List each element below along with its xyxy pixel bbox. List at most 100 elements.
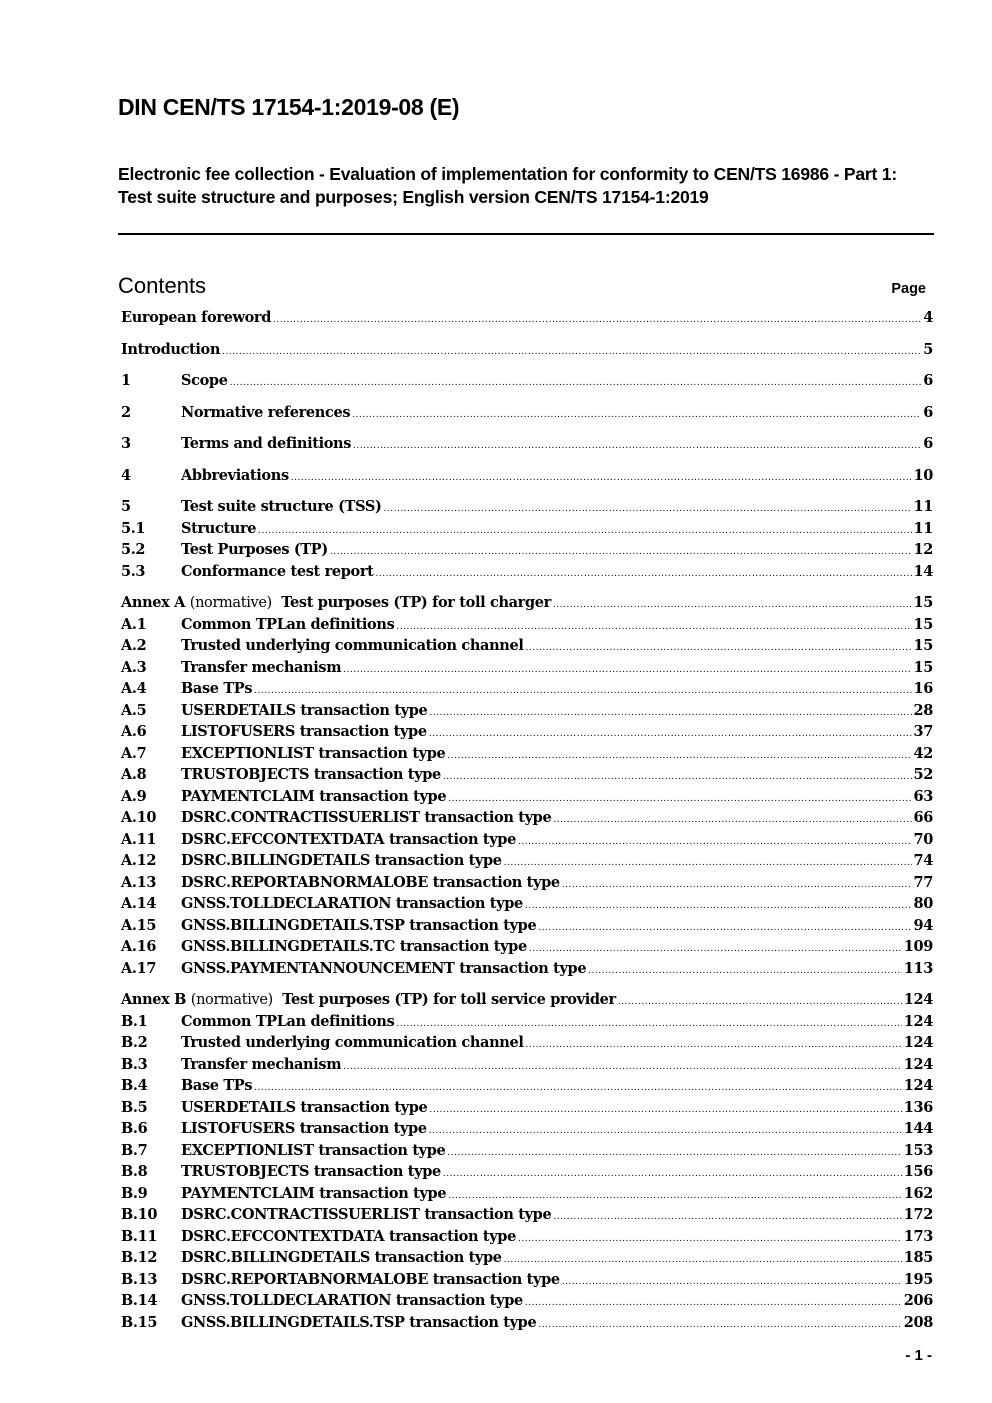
toc-entry-page: 10: [913, 466, 934, 484]
toc-entry[interactable]: 5.3 Conformance test report 14: [121, 561, 933, 583]
toc-entry[interactable]: Annex B (normative) Test purposes (TP) f…: [121, 989, 933, 1011]
toc-entry-title: Common TPLan definitions: [181, 615, 395, 633]
toc-entry-page: 172: [903, 1206, 934, 1223]
toc-entry-title: Base TPs: [181, 680, 253, 697]
title-divider: [118, 233, 934, 235]
toc-entry[interactable]: B.13 DSRC.REPORTABNORMALOBE transaction t…: [121, 1269, 933, 1291]
toc-entry-page: 124: [903, 1034, 934, 1051]
toc-entry[interactable]: B.7 EXCEPTIONLIST transaction type 153: [121, 1140, 933, 1162]
toc-entry[interactable]: 2 Normative references 6: [121, 402, 933, 424]
toc-entry[interactable]: B.12 DSRC.BILLINGDETAILS transaction type…: [121, 1247, 933, 1269]
toc-entry[interactable]: A.3 Transfer mechanism 15: [121, 657, 933, 679]
toc-entry-number: A.10: [121, 809, 157, 826]
toc-entry-title: Test suite structure (TSS): [181, 498, 382, 515]
toc-entry-page: 5: [923, 340, 933, 358]
dot-leader: [330, 542, 912, 564]
toc-entry-page: 11: [913, 498, 934, 515]
toc-entry[interactable]: B.15 GNSS.BILLINGDETAILS.TSP transaction …: [121, 1312, 933, 1334]
toc-entry[interactable]: 1 Scope 6: [121, 370, 933, 392]
toc-entry[interactable]: B.6 LISTOFUSERS transaction type 144: [121, 1118, 933, 1140]
toc-entry-title: EXCEPTIONLIST transaction type: [181, 1141, 446, 1159]
toc-entry[interactable]: A.15 GNSS.BILLINGDETAILS.TSP transaction …: [121, 915, 933, 937]
toc-entry[interactable]: A.17 GNSS.PAYMENTANNOUNCEMENT transaction…: [121, 958, 933, 980]
toc-entry[interactable]: 5.2 Test Purposes (TP) 12: [121, 539, 933, 561]
annex-label: Annex B: [121, 991, 187, 1008]
toc-entry[interactable]: European foreword 4: [121, 307, 933, 329]
toc-entry[interactable]: B.5 USERDETAILS transaction type 136: [121, 1097, 933, 1119]
toc-entry[interactable]: B.9 PAYMENTCLAIM transaction type 162: [121, 1183, 933, 1205]
toc-entry[interactable]: 5.1 Structure 11: [121, 518, 933, 540]
toc-entry-number: B.12: [121, 1249, 158, 1266]
toc-entry-title: TRUSTOBJECTS transaction type: [181, 766, 441, 783]
dot-leader: [526, 1035, 902, 1057]
toc-entry[interactable]: B.4 Base TPs 124: [121, 1075, 933, 1097]
toc-entry[interactable]: Introduction 5: [121, 339, 933, 361]
toc-entry[interactable]: 5 Test suite structure (TSS) 11: [121, 496, 933, 518]
dot-leader: [384, 499, 912, 521]
toc-entry[interactable]: A.16 GNSS.BILLINGDETAILS.TC transaction t…: [121, 936, 933, 958]
contents-heading: Contents: [118, 273, 207, 298]
dot-leader: [553, 1207, 901, 1229]
toc-entry-page: 173: [903, 1227, 934, 1245]
toc-entry-number: B.1: [121, 1012, 148, 1030]
toc-entry[interactable]: B.10 DSRC.CONTRACTISSUERLIST transaction …: [121, 1204, 933, 1226]
toc-entry-page: 124: [903, 1012, 934, 1030]
toc-entry[interactable]: A.8 TRUSTOBJECTS transaction type 52: [121, 764, 933, 786]
toc-entry[interactable]: A.14 GNSS.TOLLDECLARATION transaction typ…: [121, 893, 933, 915]
toc-entry-page: 37: [913, 723, 934, 740]
toc-entry[interactable]: A.9 PAYMENTCLAIM transaction type 63: [121, 786, 933, 808]
toc-entry-title: DSRC.CONTRACTISSUERLIST transaction type: [181, 809, 552, 826]
toc-entry[interactable]: A.11 DSRC.EFCCONTEXTDATA transaction type…: [121, 829, 933, 851]
toc-entry[interactable]: A.12 DSRC.BILLINGDETAILS transaction type…: [121, 850, 933, 872]
toc-entry[interactable]: 4 Abbreviations 10: [121, 465, 933, 487]
toc-entry-page: 195: [903, 1270, 934, 1288]
toc-entry-number: 5: [121, 498, 131, 515]
toc-entry[interactable]: A.1 Common TPLan definitions 15: [121, 614, 933, 636]
toc-entry-title: LISTOFUSERS transaction type: [181, 723, 427, 740]
toc-entry[interactable]: B.11 DSRC.EFCCONTEXTDATA transaction type…: [121, 1226, 933, 1248]
toc-entry[interactable]: A.7 EXCEPTIONLIST transaction type 42: [121, 743, 933, 765]
toc-entry[interactable]: Annex A (normative) Test purposes (TP) f…: [121, 592, 933, 614]
toc-entry-title: Terms and definitions: [181, 435, 352, 452]
toc-entry-page: 124: [903, 991, 934, 1008]
toc-entry[interactable]: B.1 Common TPLan definitions 124: [121, 1011, 933, 1033]
toc-entry-page: 6: [923, 372, 933, 389]
dot-leader: [343, 1057, 902, 1079]
toc-entry[interactable]: B.14 GNSS.TOLLDECLARATION transaction typ…: [121, 1290, 933, 1312]
toc-entry-number: A.1: [121, 615, 147, 633]
dot-leader: [429, 703, 911, 725]
dot-leader: [618, 992, 902, 1014]
dot-leader: [588, 961, 902, 983]
table-of-contents: European foreword 4 Introduction 5 1 Scope 6 2 N…: [121, 307, 933, 1333]
toc-entry-number: A.3: [121, 658, 147, 676]
toc-entry[interactable]: B.8 TRUSTOBJECTS transaction type 156: [121, 1161, 933, 1183]
annex-title: Test purposes (TP) for toll charger: [281, 594, 551, 611]
toc-entry[interactable]: A.13 DSRC.REPORTABNORMALOBE transaction t…: [121, 872, 933, 894]
dot-leader: [538, 1315, 901, 1337]
toc-entry-number: A.16: [121, 938, 157, 955]
toc-entry[interactable]: B.3 Transfer mechanism 124: [121, 1054, 933, 1076]
annex-title: Test purposes (TP) for toll service prov…: [282, 991, 616, 1008]
toc-entry-title: DSRC.BILLINGDETAILS transaction type: [181, 852, 502, 869]
toc-entry[interactable]: A.5 USERDETAILS transaction type 28: [121, 700, 933, 722]
toc-entry[interactable]: B.2 Trusted underlying communication chan…: [121, 1032, 933, 1054]
toc-entry-number: A.6: [121, 723, 147, 740]
toc-entry-title: Transfer mechanism: [181, 658, 342, 676]
toc-entry[interactable]: A.10 DSRC.CONTRACTISSUERLIST transaction …: [121, 807, 933, 829]
dot-leader: [222, 342, 921, 364]
toc-entry-number: A.12: [121, 852, 157, 869]
toc-entry-title: Annex A (normative) Test purposes (TP) f…: [121, 592, 551, 615]
dot-leader: [343, 660, 911, 682]
toc-entry[interactable]: A.6 LISTOFUSERS transaction type 37: [121, 721, 933, 743]
dot-leader: [562, 875, 912, 897]
toc-entry[interactable]: 3 Terms and definitions 6: [121, 433, 933, 455]
dot-leader: [562, 1272, 902, 1294]
toc-entry[interactable]: A.4 Base TPs 16: [121, 678, 933, 700]
toc-entry-page: 94: [913, 916, 934, 934]
toc-entry-page: 15: [913, 658, 934, 676]
page-column-label: Page: [891, 281, 926, 297]
toc-entry[interactable]: A.2 Trusted underlying communication chan…: [121, 635, 933, 657]
dot-leader: [291, 468, 912, 490]
toc-entry-title: European foreword: [121, 309, 272, 326]
toc-entry-page: 12: [913, 541, 934, 558]
